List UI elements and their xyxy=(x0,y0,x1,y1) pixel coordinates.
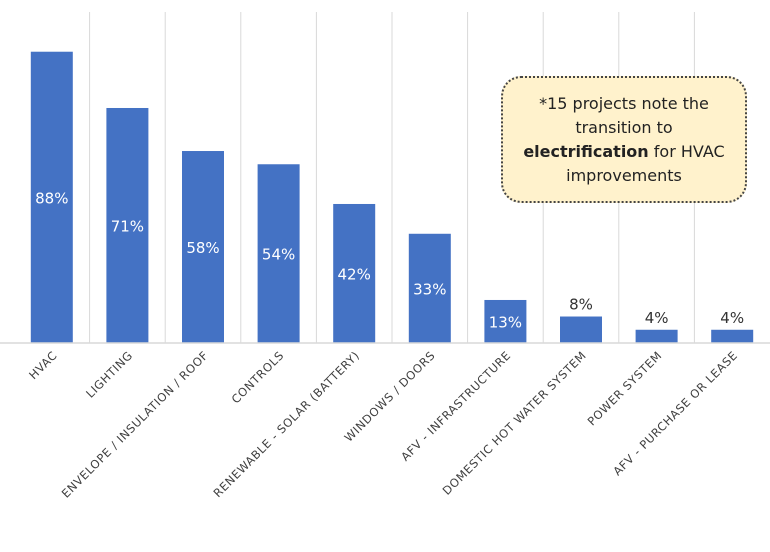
annotation-pre: *15 projects note the transition to xyxy=(539,93,709,137)
category-label: ENVELOPE / INSULATION / ROOF xyxy=(59,348,211,500)
value-labels: 88% 71% 58% 54% 42% 33% 13% 8% 4% 4% xyxy=(35,189,744,331)
annotation-callout: *15 projects note the transition to elec… xyxy=(501,76,747,203)
category-label: DOMESTIC HOT WATER SYSTEM xyxy=(440,348,589,497)
bar xyxy=(257,164,300,343)
category-label: LIGHTING xyxy=(83,348,135,400)
data-label: 8% xyxy=(569,296,593,314)
category-label: AFV - PURCHASE OR LEASE xyxy=(610,348,740,478)
annotation-text: *15 projects note the transition to elec… xyxy=(513,92,735,188)
bars xyxy=(30,51,754,344)
data-label: 4% xyxy=(645,309,669,327)
data-label: 54% xyxy=(262,246,295,264)
data-label: 71% xyxy=(111,217,144,235)
data-label: 4% xyxy=(720,309,744,327)
data-label: 58% xyxy=(186,239,219,257)
data-label: 88% xyxy=(35,189,68,207)
bar xyxy=(182,151,224,343)
bar xyxy=(333,203,376,343)
category-label: HVAC xyxy=(26,348,60,382)
bar xyxy=(635,329,678,343)
bar xyxy=(106,107,149,344)
bar xyxy=(484,299,527,343)
bar xyxy=(560,316,602,343)
annotation-post: for HVAC improvements xyxy=(566,141,725,185)
bar xyxy=(30,51,73,343)
annotation-bold: electrification xyxy=(523,141,649,161)
category-label: CONTROLS xyxy=(229,348,287,406)
category-label: POWER SYSTEM xyxy=(585,348,665,428)
data-label: 42% xyxy=(338,265,371,283)
category-label: RENEWABLE - SOLAR (BATTERY) xyxy=(210,348,362,500)
data-label: 13% xyxy=(489,313,522,331)
bar xyxy=(711,329,754,343)
data-label: 33% xyxy=(413,280,446,298)
bar xyxy=(408,233,451,343)
